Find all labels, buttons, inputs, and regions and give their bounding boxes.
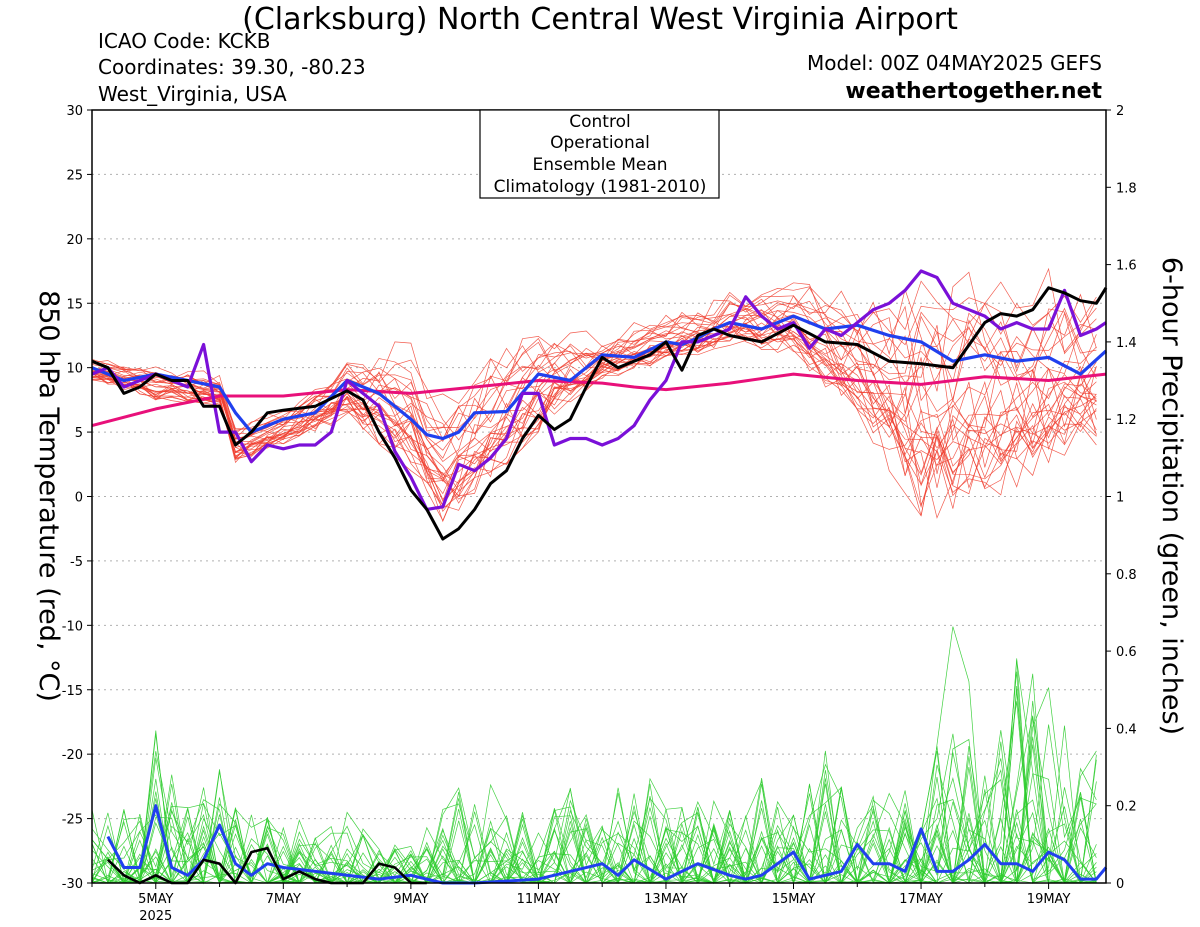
y-left-tick-label: 5 [75, 426, 83, 441]
x-tick-label: 9MAY [393, 892, 428, 907]
series-control [91, 286, 1108, 541]
series-lines [91, 269, 1108, 885]
legend-box [479, 109, 720, 199]
y-right-tick-label: 2 [1116, 104, 1124, 119]
legend-operational: Operational [550, 133, 650, 153]
temp-member-line [91, 319, 1097, 495]
y-right-tick-label: 0.8 [1116, 568, 1137, 583]
series-operational [91, 269, 1107, 511]
precip-member-line [91, 751, 1097, 885]
chart-title: (Clarksburg) North Central West Virginia… [242, 2, 958, 37]
y-right-tick-label: 0.4 [1116, 722, 1137, 737]
y-left-tick-label: 20 [66, 233, 83, 248]
icao-code: ICAO Code: KCKB [98, 29, 270, 53]
temp-member-line [91, 322, 1097, 504]
y-right-tick-label: 0.6 [1116, 645, 1137, 660]
coordinates: Coordinates: 39.30, -80.23 [98, 55, 366, 79]
x-tick-label: 15MAY [772, 892, 816, 907]
temp-member-line [91, 316, 1097, 500]
y-right-label: 6-hour Precipitation (green, inches) [1156, 257, 1187, 735]
x-tick-label: 13MAY [644, 892, 688, 907]
y-right-tick-label: 1 [1116, 491, 1124, 506]
x-year-label: 2025 [139, 909, 172, 924]
y-right-tick-label: 1.6 [1116, 259, 1137, 274]
series-climatology-1981-2010 [91, 372, 1107, 428]
y-left-label: 850 hPa Temperature (red, °C) [33, 290, 64, 702]
site-watermark: weathertogether.net [845, 79, 1102, 104]
y-right-tick-label: 1.8 [1116, 181, 1137, 196]
x-tick-label: 11MAY [517, 892, 561, 907]
temp-member-line [91, 324, 1097, 509]
y-left-tick-label: -30 [62, 877, 83, 892]
y-left-tick-label: -15 [62, 684, 83, 699]
temp-member-line [91, 318, 1097, 511]
y-left-tick-label: -20 [62, 748, 83, 763]
gridlines [92, 173, 1106, 820]
y-left-tick-label: -10 [62, 619, 83, 634]
series-ensemble-mean-precip [106, 804, 1108, 885]
legend-ensemble-mean: Ensemble Mean [532, 155, 667, 175]
temp-member-line [91, 271, 1097, 430]
temp-member-line [91, 316, 1097, 495]
region: West_Virginia, USA [98, 82, 287, 106]
y-left-tick-label: -25 [62, 813, 83, 828]
x-tick-label: 7MAY [266, 892, 301, 907]
y-right-tick-label: 1.4 [1116, 336, 1137, 351]
series-ensemble-mean [91, 314, 1108, 441]
precip-member-line [91, 799, 1097, 884]
x-tick-label: 17MAY [899, 892, 943, 907]
temp-member-line [91, 267, 1097, 440]
legend-control: Control [569, 112, 630, 132]
precip-member-line [92, 687, 1097, 885]
model-run: Model: 00Z 04MAY2025 GEFS [807, 51, 1102, 75]
temp-member-line [91, 315, 1097, 500]
axis-ticks: 302520151050-5-10-15-20-25-3021.81.61.41… [62, 104, 1137, 924]
plot-frame [91, 109, 1107, 884]
y-right-tick-label: 0.2 [1116, 800, 1137, 815]
series-control-precip [106, 846, 427, 885]
legend-climatology: Climatology (1981-2010) [494, 177, 707, 197]
y-left-tick-label: 15 [66, 297, 83, 312]
precip-member-line [92, 685, 1097, 885]
temp-member-line [91, 309, 1097, 462]
legend: Control Operational Ensemble Mean Climat… [479, 109, 720, 199]
x-tick-label: 19MAY [1027, 892, 1071, 907]
temp-member-line [91, 321, 1097, 516]
y-right-tick-label: 0 [1116, 877, 1124, 892]
temp-member-line [91, 308, 1097, 459]
y-left-tick-label: 10 [66, 362, 83, 377]
y-left-tick-label: 30 [66, 104, 83, 119]
y-left-tick-label: 25 [66, 168, 83, 183]
y-left-tick-label: -5 [70, 555, 83, 570]
y-left-tick-label: 0 [75, 491, 83, 506]
y-right-tick-label: 1.2 [1116, 413, 1137, 428]
x-tick-label: 5MAY [138, 892, 173, 907]
